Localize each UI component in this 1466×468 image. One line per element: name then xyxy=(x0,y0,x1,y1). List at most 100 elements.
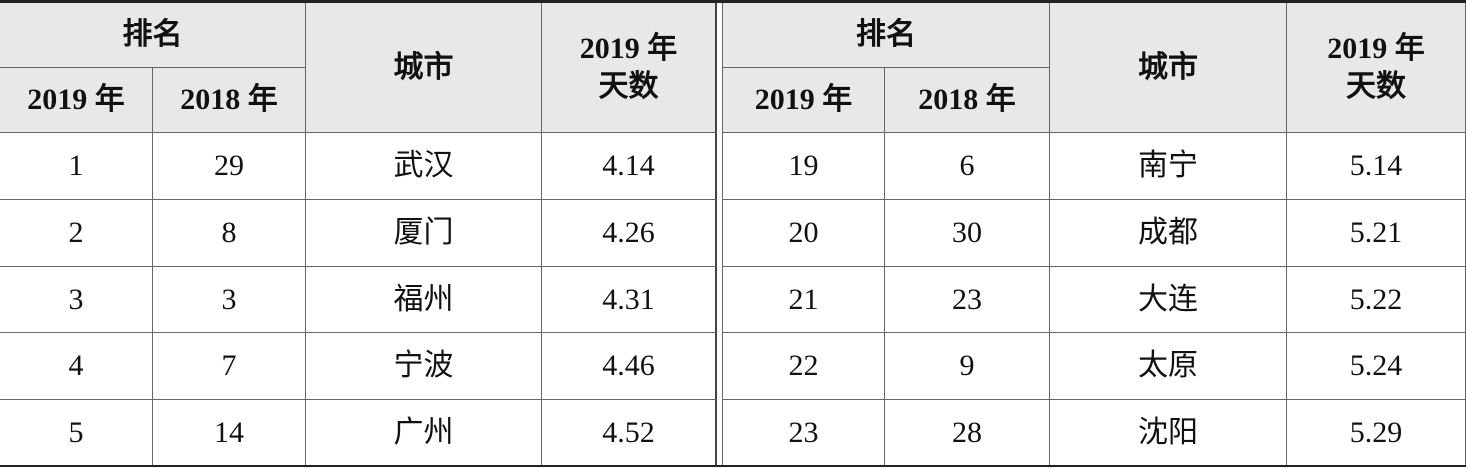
table-cell: 7 xyxy=(153,333,306,400)
cell-text: 5.22 xyxy=(1349,282,1403,316)
cell-text: 沈阳 xyxy=(1138,415,1198,449)
cell-text: 排名 xyxy=(122,18,183,52)
header-days: 2019 年天数 xyxy=(542,3,717,133)
header-city: 城市 xyxy=(306,3,542,133)
cell-text: 宁波 xyxy=(393,349,454,383)
cell-text: 5 xyxy=(68,415,84,449)
table-cell: 沈阳 xyxy=(1050,400,1287,466)
cell-text: 29 xyxy=(214,149,244,183)
cell-text: 2018 年 xyxy=(918,83,1016,117)
cell-text: 太原 xyxy=(1138,349,1198,383)
cell-text: 3 xyxy=(68,282,84,316)
cell-text: 5.21 xyxy=(1349,216,1403,250)
table-cell: 29 xyxy=(153,133,306,200)
header-city: 城市 xyxy=(1050,3,1287,133)
cell-text: 7 xyxy=(221,349,237,383)
table-cell: 4.14 xyxy=(542,133,717,200)
header-rank: 排名 xyxy=(0,3,306,68)
table-cell: 2 xyxy=(0,200,153,267)
table-cell: 5.24 xyxy=(1287,333,1466,400)
cell-text: 2019 年 xyxy=(754,83,853,117)
cell-text: 厦门 xyxy=(393,216,454,250)
bottom-rule xyxy=(0,465,1466,467)
table-cell: 6 xyxy=(885,133,1050,200)
cell-text: 22 xyxy=(788,349,819,383)
cell-text: 5.29 xyxy=(1349,415,1403,449)
cell-text: 1 xyxy=(68,149,84,183)
cell-text: 23 xyxy=(788,415,819,449)
table-cell: 4.46 xyxy=(542,333,717,400)
table-cell: 30 xyxy=(885,200,1050,267)
table-cell: 南宁 xyxy=(1050,133,1287,200)
header-rank-2018: 2018 年 xyxy=(885,68,1050,133)
cell-text: 广州 xyxy=(393,415,454,449)
table-cell: 5.21 xyxy=(1287,200,1466,267)
table-cell: 大连 xyxy=(1050,267,1287,333)
header-rank-2018: 2018 年 xyxy=(153,68,306,133)
table-cell: 广州 xyxy=(306,400,542,466)
table-cell: 武汉 xyxy=(306,133,542,200)
table-cell: 19 xyxy=(722,133,885,200)
table-cell: 4.26 xyxy=(542,200,717,267)
table-cell: 4 xyxy=(0,333,153,400)
cell-text: 城市 xyxy=(1138,50,1198,84)
table-cell: 3 xyxy=(153,267,306,333)
table-cell: 3 xyxy=(0,267,153,333)
table-cell: 太原 xyxy=(1050,333,1287,400)
cell-text: 2019 年 xyxy=(579,32,678,65)
cell-text: 武汉 xyxy=(393,149,454,183)
table-cell: 厦门 xyxy=(306,200,542,267)
table-cell: 5 xyxy=(0,400,153,466)
cell-text: 2019 年 xyxy=(27,83,125,117)
cell-text: 20 xyxy=(788,216,819,250)
cell-text: 天数 xyxy=(1346,69,1406,103)
cell-text: 28 xyxy=(952,415,982,449)
table-cell: 28 xyxy=(885,400,1050,466)
cell-text: 4.31 xyxy=(602,282,655,316)
cell-text: 4.46 xyxy=(602,349,655,383)
cell-text: 5.24 xyxy=(1349,349,1403,383)
table-cell: 14 xyxy=(153,400,306,466)
header-rank-2019: 2019 年 xyxy=(0,68,153,133)
header-rank-2019: 2019 年 xyxy=(722,68,885,133)
table-cell: 22 xyxy=(722,333,885,400)
cell-text: 2018 年 xyxy=(180,83,278,117)
table-cell: 9 xyxy=(885,333,1050,400)
table-cell: 5.22 xyxy=(1287,267,1466,333)
header-rank: 排名 xyxy=(722,3,1050,68)
cell-text: 南宁 xyxy=(1138,149,1198,183)
cell-text: 19 xyxy=(788,149,819,183)
cell-text: 6 xyxy=(959,149,975,183)
cell-text: 天数 xyxy=(598,69,659,103)
table-cell: 5.29 xyxy=(1287,400,1466,466)
table-cell: 宁波 xyxy=(306,333,542,400)
cell-text: 福州 xyxy=(393,282,454,316)
table-cell: 5.14 xyxy=(1287,133,1466,200)
top-rule xyxy=(0,0,1466,3)
cell-text: 2 xyxy=(68,216,84,250)
table-cell: 23 xyxy=(885,267,1050,333)
cell-text: 3 xyxy=(221,282,237,316)
table-cell: 8 xyxy=(153,200,306,267)
table-cell: 23 xyxy=(722,400,885,466)
cell-text: 大连 xyxy=(1138,282,1198,316)
cell-text: 4.52 xyxy=(602,415,655,449)
cell-text: 2019 年 xyxy=(1327,32,1425,65)
cell-text: 4.26 xyxy=(602,216,655,250)
table-cell: 4.31 xyxy=(542,267,717,333)
cell-text: 排名 xyxy=(856,18,916,52)
cell-text: 5.14 xyxy=(1349,149,1403,183)
cell-text: 4 xyxy=(68,349,84,383)
table-cell: 20 xyxy=(722,200,885,267)
table-cell: 21 xyxy=(722,267,885,333)
cell-text: 9 xyxy=(959,349,975,383)
cell-text: 23 xyxy=(952,282,982,316)
cell-text: 城市 xyxy=(393,50,454,84)
cell-text: 4.14 xyxy=(602,149,655,183)
cell-text: 30 xyxy=(952,216,982,250)
table-cell: 成都 xyxy=(1050,200,1287,267)
table-cell: 福州 xyxy=(306,267,542,333)
table-cell: 4.52 xyxy=(542,400,717,466)
table-cell: 1 xyxy=(0,133,153,200)
